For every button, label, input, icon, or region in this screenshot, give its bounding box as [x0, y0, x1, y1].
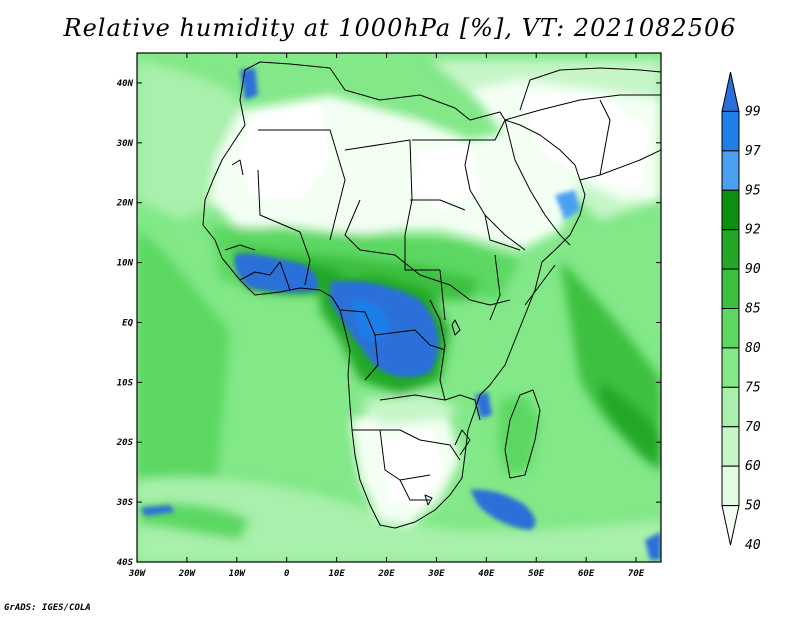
colorbar-segment — [721, 426, 740, 467]
lat-tick-label: 40S — [117, 558, 134, 568]
lon-tick-label: 70E — [628, 569, 645, 579]
colorbar-label: 40 — [745, 538, 761, 553]
colorbar-label: 90 — [745, 262, 761, 277]
lat-tick-label: 30S — [116, 498, 134, 508]
colorbar-top-triangle — [721, 71, 740, 112]
lat-tick-label: 10S — [117, 378, 134, 388]
colorbar-segment — [721, 110, 740, 152]
country-borders — [202, 61, 661, 529]
lon-tick-label: 40E — [478, 569, 495, 579]
lon-tick-label: 10W — [229, 569, 247, 579]
plot-frame — [136, 52, 662, 563]
axis-ticks — [136, 53, 661, 563]
lon-tick-label: 60E — [578, 569, 595, 579]
lon-tick-label: 20W — [178, 569, 197, 579]
colorbar-segment — [721, 386, 740, 428]
lon-tick-label: 20E — [377, 569, 395, 579]
humidity-field — [137, 53, 661, 562]
lon-tick-label: 10E — [328, 569, 345, 579]
latitude-labels: 40N 30N 20N 10N EQ 10S 20S 30S 40S — [116, 79, 134, 568]
lat-tick-label: EQ — [122, 318, 133, 328]
colorbar-segment — [721, 347, 740, 388]
colorbar: 99 97 95 92 90 85 80 75 70 60 50 40 — [721, 71, 761, 553]
colorbar-segment — [721, 465, 740, 507]
lon-tick-label: 50E — [528, 569, 545, 579]
colorbar-segment — [721, 150, 740, 191]
colorbar-label: 60 — [745, 459, 761, 474]
grads-credit: GrADS: IGES/COLA — [4, 603, 91, 613]
colorbar-segment — [721, 229, 740, 270]
lon-tick-label: 0 — [284, 569, 290, 579]
colorbar-label: 80 — [745, 341, 761, 356]
map-title: Relative humidity at 1000hPa [%], VT: 20… — [63, 14, 737, 42]
colorbar-segment — [721, 268, 740, 310]
lat-tick-label: 10N — [117, 259, 134, 269]
colorbar-label: 95 — [745, 183, 761, 198]
lon-tick-label: 30E — [427, 569, 445, 579]
colorbar-label: 99 — [745, 104, 761, 119]
colorbar-label: 70 — [745, 420, 761, 435]
colorbar-bottom-triangle — [721, 505, 740, 546]
colorbar-segment — [721, 189, 740, 231]
longitude-labels: 30W 20W 10W 0 10E 20E 30E 40E 50E 60E 70E — [128, 569, 645, 579]
lat-tick-label: 20N — [116, 199, 134, 209]
lat-tick-label: 40N — [117, 79, 134, 89]
lon-tick-label: 30W — [128, 569, 147, 579]
colorbar-label: 50 — [745, 499, 761, 514]
lat-tick-label: 30N — [116, 139, 134, 149]
colorbar-segment — [721, 308, 740, 349]
colorbar-label: 97 — [745, 144, 761, 159]
lat-tick-label: 20S — [116, 438, 134, 448]
colorbar-label: 92 — [745, 223, 761, 238]
colorbar-label: 85 — [745, 302, 761, 317]
colorbar-label: 75 — [745, 380, 761, 395]
